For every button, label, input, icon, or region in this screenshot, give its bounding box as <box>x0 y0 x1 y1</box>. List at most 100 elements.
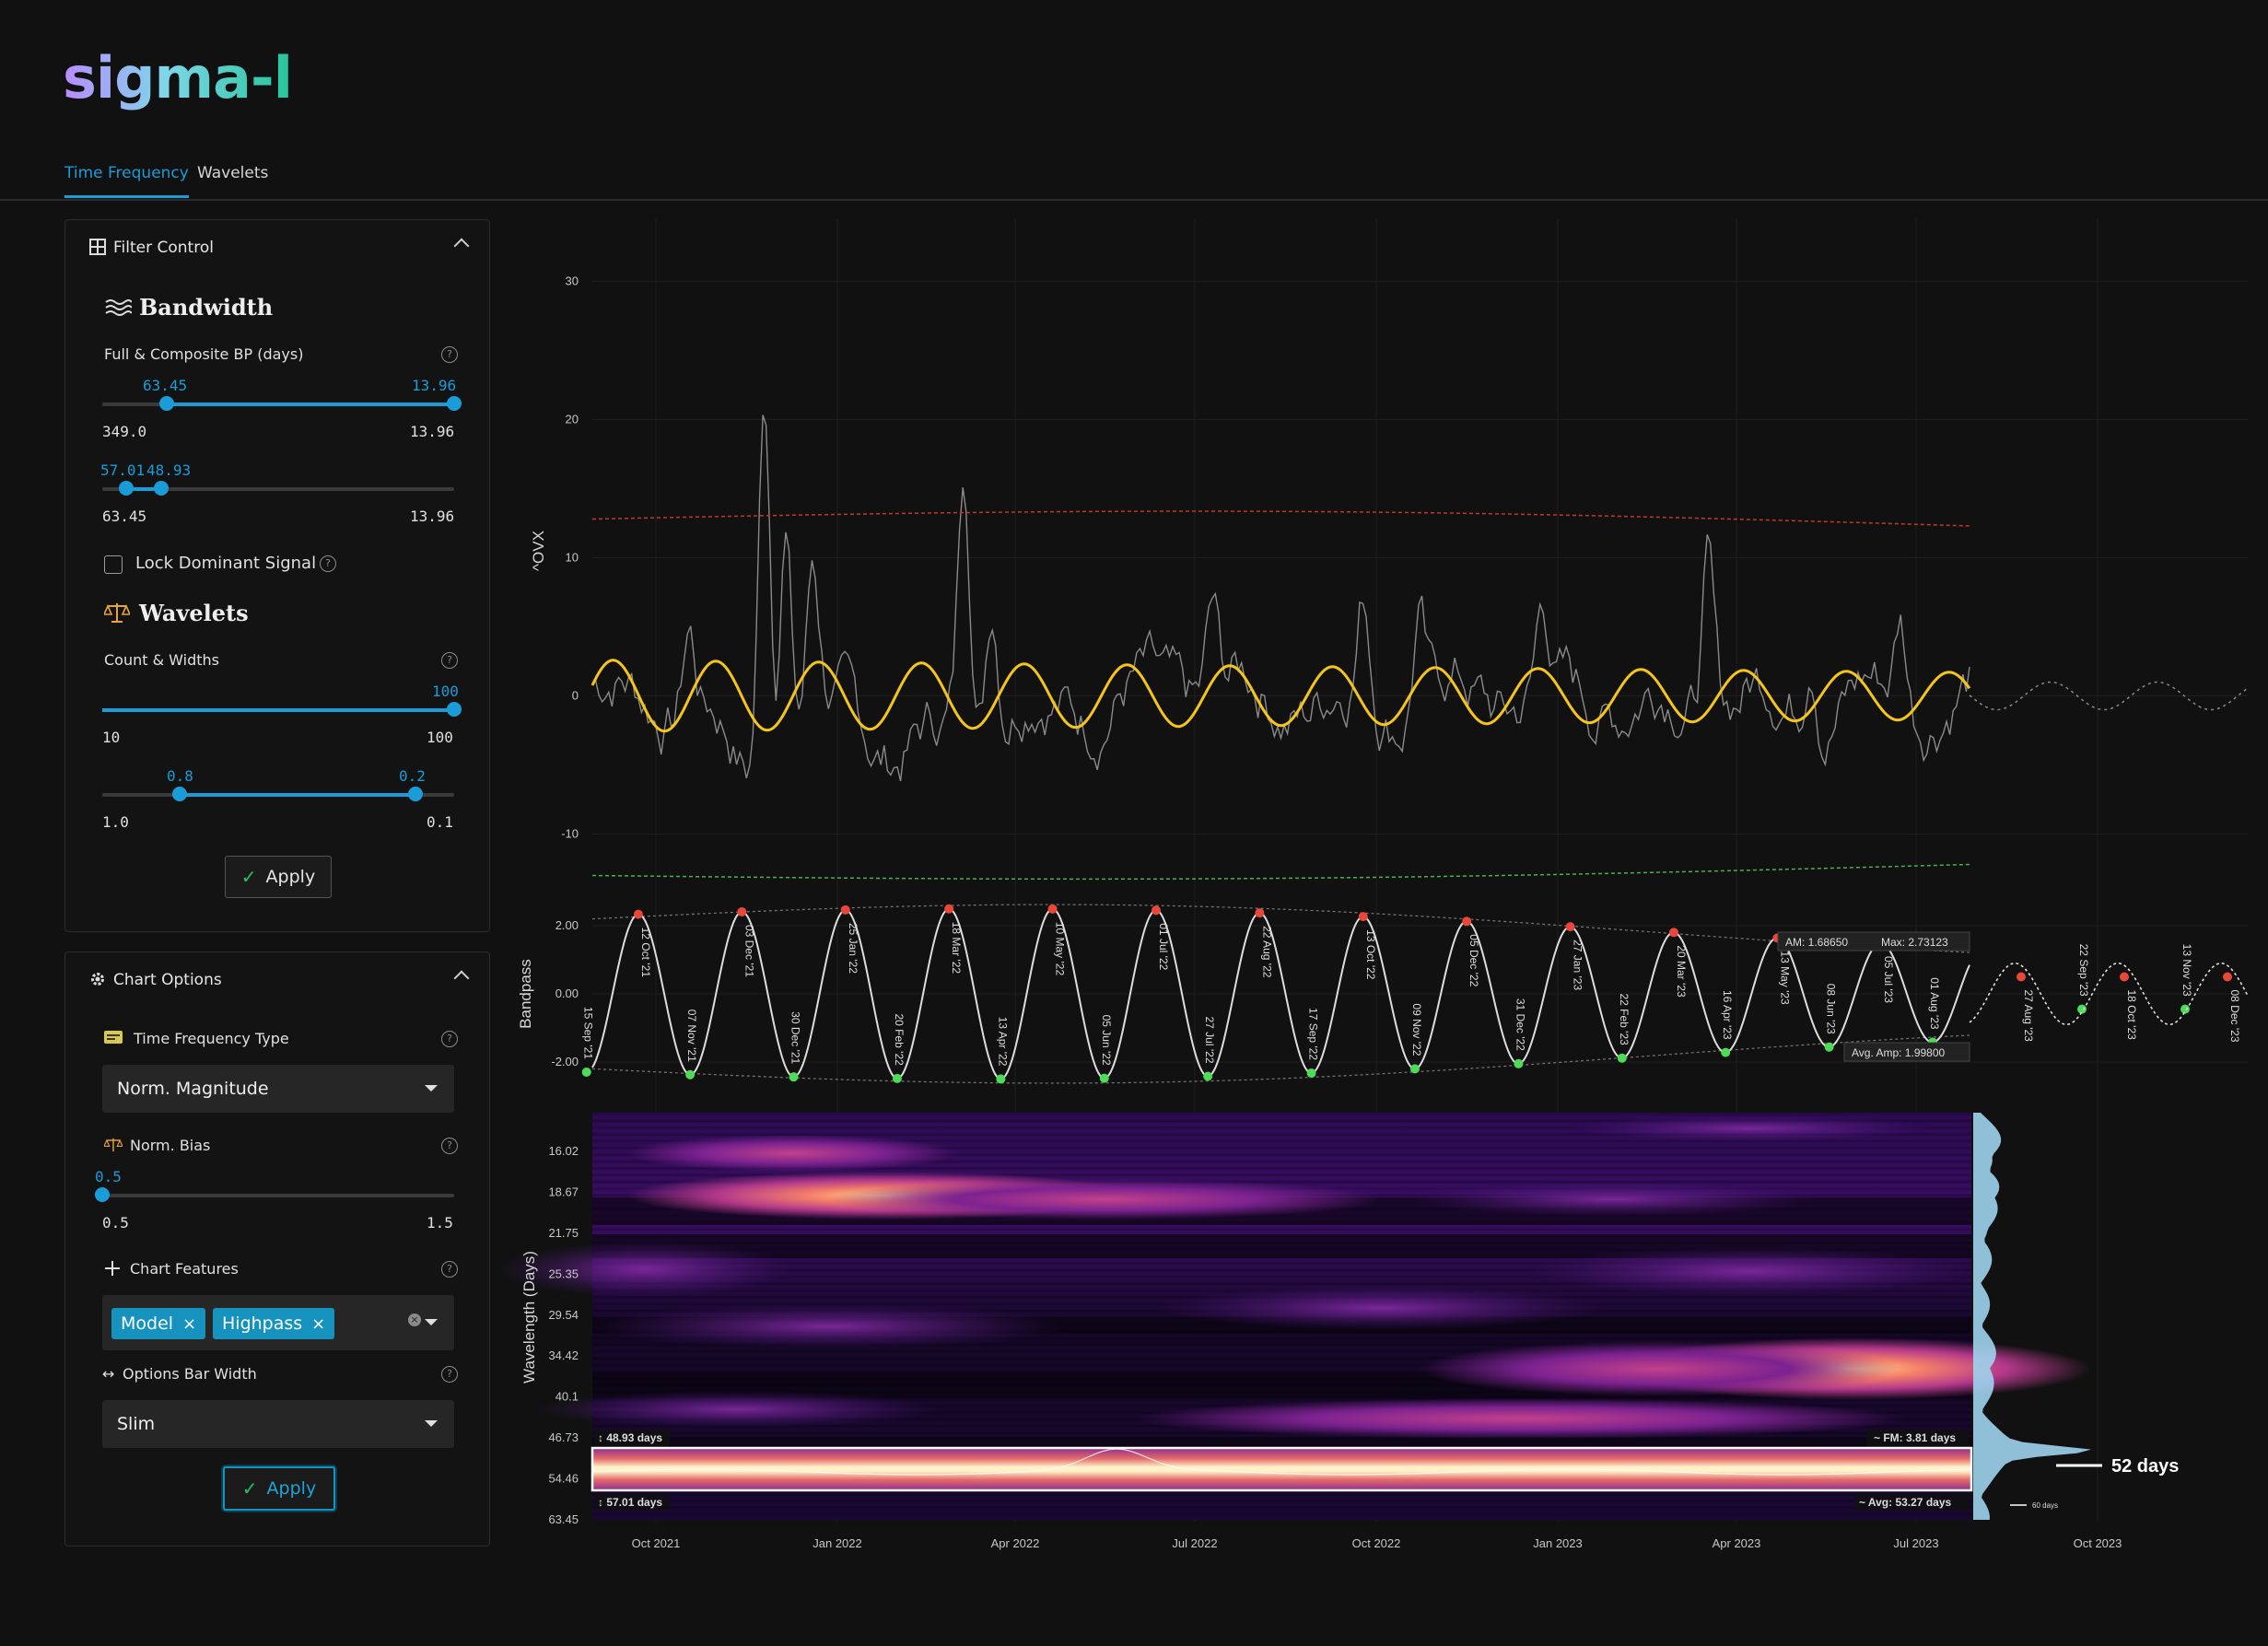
tf-type-select[interactable]: Norm. Magnitude <box>102 1065 454 1113</box>
trough-marker <box>1306 1068 1316 1079</box>
heatmap-texture-band <box>592 1370 1971 1373</box>
help-icon[interactable]: ? <box>441 1138 458 1154</box>
x-tick-label: Oct 2021 <box>632 1536 681 1550</box>
peak-marker <box>1358 912 1368 922</box>
chart-options-header[interactable]: Chart Options <box>65 952 489 1006</box>
heatmap-texture-band <box>592 1113 1971 1115</box>
trough-marker <box>1099 1073 1109 1083</box>
clear-all-icon[interactable]: × <box>408 1313 421 1326</box>
help-icon[interactable]: ? <box>441 1261 458 1278</box>
bp-slider2-low-handle[interactable] <box>119 481 134 496</box>
chart-type-icon <box>104 1031 123 1044</box>
selected-band-frame <box>590 1446 1973 1492</box>
feature-chip-highpass[interactable]: Highpass × <box>213 1308 335 1339</box>
trough-marker <box>1203 1071 1213 1081</box>
dropdown-caret-icon <box>425 1085 438 1091</box>
wavelet-heatmap[interactable]: ↕ 48.93 days ↕ 57.01 days ~ FM: 3.81 days ~… <box>497 1113 2179 1550</box>
help-icon[interactable]: ? <box>441 346 458 363</box>
chart-features-multiselect[interactable]: Model × Highpass × × <box>102 1295 454 1350</box>
peak-marker <box>2017 972 2026 982</box>
bar-width-label: Options Bar Width <box>123 1365 257 1383</box>
bp-slider1-high-handle[interactable] <box>447 396 462 411</box>
trough-date-label: 09 Nov '22 <box>1410 1003 1423 1056</box>
lock-dominant-label: Lock Dominant Signal <box>135 554 317 573</box>
tab-time-frequency[interactable]: Time Frequency <box>64 164 189 198</box>
filter-apply-button[interactable]: ✓ Apply <box>225 856 332 898</box>
scale-icon <box>104 1138 123 1152</box>
peak-date-label: 18 Mar '22 <box>950 922 963 975</box>
peak-date-label: 01 Jul '22 <box>1157 923 1170 970</box>
y-tick-label: 54.46 <box>548 1472 579 1486</box>
tab-bar: Time Frequency Wavelets <box>0 155 2268 201</box>
wavelet-count-slider[interactable] <box>102 702 462 717</box>
heatmap-texture-band <box>592 1499 1971 1502</box>
y-tick-label: 2.00 <box>555 918 579 932</box>
heatmap-texture-band <box>592 1119 1971 1123</box>
bandpass-chart[interactable]: 2.00 0.00 -2.00 Bandpass 15 Sep '21 07 Nov '2… <box>517 904 2249 1084</box>
trough-marker <box>1514 1058 1524 1068</box>
help-icon[interactable]: ? <box>441 1366 458 1383</box>
x-tick-label: Jul 2022 <box>1172 1536 1217 1550</box>
norm-bias-slider[interactable] <box>95 1187 454 1202</box>
remove-chip-icon[interactable]: × <box>311 1313 326 1334</box>
price-series-line <box>591 414 1970 782</box>
help-icon[interactable]: ? <box>320 555 336 572</box>
help-icon[interactable]: ? <box>441 652 458 669</box>
tf-type-label: Time Frequency Type <box>134 1030 289 1047</box>
heatmap-texture-band <box>592 1492 1971 1496</box>
dropdown-caret-icon <box>425 1420 438 1427</box>
peak-marker <box>2223 972 2232 982</box>
norm-bias-value: 0.5 <box>95 1168 122 1185</box>
lock-dominant-checkbox[interactable] <box>104 555 123 574</box>
left-right-arrow-icon: ↔ <box>102 1365 115 1383</box>
tab-wavelets[interactable]: Wavelets <box>197 164 269 182</box>
wavelet-count-handle[interactable] <box>447 702 462 717</box>
selected-band-fill <box>592 1448 1971 1490</box>
lower-band-label: ↕ 57.01 days <box>598 1496 662 1509</box>
wavelet-width-slider[interactable] <box>102 787 454 801</box>
wavelet-width-low-value: 0.8 <box>167 767 193 785</box>
wavelet-width-low-handle[interactable] <box>172 787 187 801</box>
trough-marker <box>996 1074 1006 1084</box>
dropdown-caret-icon <box>425 1319 438 1325</box>
trough-date-label: 01 Aug '23 <box>1928 977 1941 1030</box>
heatmap-texture-band <box>592 1282 1971 1286</box>
filter-control-header[interactable]: Filter Control <box>65 220 489 274</box>
bar-width-value: Slim <box>117 1414 156 1434</box>
help-icon[interactable]: ? <box>441 1031 458 1047</box>
peak-date-label: 08 Dec '23 <box>2228 990 2241 1043</box>
heatmap-texture-band <box>592 1268 1971 1272</box>
trough-date-label: 07 Nov '21 <box>685 1010 698 1062</box>
x-tick-label: Oct 2022 <box>1352 1536 1401 1550</box>
marker-label: 60 days <box>2032 1501 2058 1510</box>
price-chart[interactable]: 30 20 10 0 -10 ^OVX <box>530 274 2249 881</box>
filter-control-title: Filter Control <box>113 239 214 257</box>
feature-chip-model[interactable]: Model × <box>111 1308 206 1339</box>
y-tick-label: 34.42 <box>548 1348 579 1362</box>
norm-bias-handle[interactable] <box>95 1187 110 1202</box>
heatmap-texture-band <box>592 1126 1971 1129</box>
bp-range-slider-1[interactable] <box>102 396 462 411</box>
chart-features-label: Chart Features <box>130 1260 239 1278</box>
trough-date-label: 20 Feb '22 <box>893 1013 906 1066</box>
x-tick-label: Apr 2023 <box>1713 1536 1761 1550</box>
peak-marker <box>840 905 850 915</box>
heatmap-texture-band <box>592 1349 1971 1353</box>
peak-marker <box>1047 904 1058 914</box>
bp-range-slider-2[interactable] <box>102 481 454 496</box>
trough-marker <box>581 1067 591 1077</box>
norm-bias-max: 1.5 <box>427 1214 453 1232</box>
bp-slider2-high-handle[interactable] <box>154 481 169 496</box>
remove-chip-icon[interactable]: × <box>182 1313 197 1334</box>
x-tick-label: Jan 2022 <box>813 1536 862 1550</box>
y-axis-title: Wavelength (Days) <box>520 1251 538 1383</box>
chart-options-apply-button[interactable]: ✓ Apply <box>223 1466 335 1511</box>
waves-icon <box>105 299 132 316</box>
bp-slider1-low-handle[interactable] <box>159 396 174 411</box>
y-tick-label: 63.45 <box>548 1512 579 1526</box>
bar-width-select[interactable]: Slim <box>102 1400 454 1448</box>
wavelet-width-high-handle[interactable] <box>408 787 423 801</box>
am-annotation: AM: 1.68650 <box>1785 936 1848 949</box>
y-tick-label: 21.75 <box>548 1226 579 1240</box>
